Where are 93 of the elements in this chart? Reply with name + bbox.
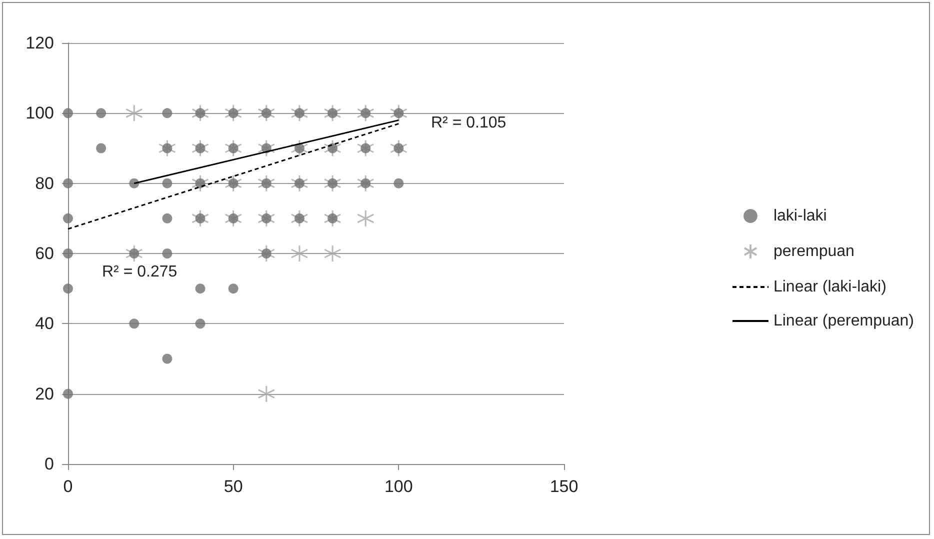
annotation: R² = 0.105	[431, 114, 506, 132]
point	[195, 284, 206, 294]
point	[195, 143, 206, 154]
point	[390, 104, 408, 122]
point	[294, 108, 304, 118]
y-tick-label: 80	[35, 174, 54, 193]
point	[228, 213, 238, 224]
point	[328, 213, 338, 224]
point	[360, 143, 371, 154]
point	[162, 108, 172, 118]
point	[96, 143, 106, 154]
point	[125, 244, 143, 262]
point	[224, 210, 242, 228]
x-tick-label: 0	[63, 477, 73, 496]
x-tick-label: 150	[550, 477, 578, 496]
point	[324, 244, 342, 262]
legend-label: perempuan	[773, 243, 854, 260]
point	[360, 178, 371, 188]
point	[63, 284, 73, 294]
point	[324, 140, 342, 157]
point	[63, 248, 73, 258]
point	[324, 104, 342, 122]
point	[261, 248, 272, 258]
point	[195, 213, 206, 224]
point	[324, 174, 342, 192]
point	[356, 210, 374, 228]
point	[228, 108, 238, 118]
point	[258, 244, 276, 262]
point	[228, 143, 238, 154]
point	[125, 104, 143, 122]
point	[258, 385, 276, 403]
point	[192, 140, 210, 157]
point	[258, 104, 276, 122]
point	[258, 140, 276, 157]
point	[324, 210, 342, 228]
point	[162, 354, 172, 364]
point	[261, 213, 272, 224]
point	[192, 104, 210, 122]
point	[294, 213, 304, 224]
point	[290, 210, 308, 228]
point	[63, 108, 73, 118]
point	[356, 174, 374, 192]
point	[195, 318, 206, 329]
point	[162, 178, 172, 188]
point	[394, 143, 404, 154]
y-tick-label: 40	[35, 314, 54, 334]
legend-label: Linear (perempuan)	[773, 312, 914, 330]
annotation: R² = 0.275	[102, 264, 178, 280]
point	[394, 108, 404, 118]
point	[258, 210, 276, 228]
point	[328, 143, 338, 154]
x-tick-label: 100	[384, 477, 413, 496]
point	[290, 140, 308, 157]
point	[162, 213, 172, 224]
x-tick-label: 50	[224, 477, 243, 496]
point	[63, 388, 73, 399]
point	[328, 178, 338, 188]
point	[63, 178, 73, 188]
point	[294, 178, 304, 188]
point	[224, 174, 242, 192]
y-tick-label: 20	[35, 384, 54, 404]
point	[192, 210, 210, 228]
point	[162, 248, 172, 258]
point	[360, 108, 371, 118]
legend-label: laki-laki	[773, 208, 827, 224]
point	[328, 108, 338, 118]
point	[129, 318, 140, 329]
y-tick-label: 0	[44, 454, 54, 474]
point	[356, 140, 374, 157]
point	[224, 104, 242, 122]
point	[390, 140, 408, 157]
point	[129, 248, 140, 258]
y-tick-label: 100	[26, 104, 54, 123]
point	[96, 108, 106, 118]
point	[228, 178, 238, 188]
point	[158, 140, 176, 157]
point	[224, 140, 242, 157]
legend-label: Linear (laki-laki)	[773, 278, 886, 296]
point	[228, 284, 238, 294]
point	[195, 108, 206, 118]
point	[290, 244, 308, 262]
point	[394, 178, 404, 188]
point	[356, 104, 374, 122]
point	[63, 213, 73, 224]
point	[290, 104, 308, 122]
point	[162, 143, 172, 154]
y-tick-label: 120	[26, 34, 54, 52]
point	[192, 174, 210, 192]
point	[261, 178, 272, 188]
point	[258, 174, 276, 192]
point	[290, 174, 308, 192]
y-tick-label: 60	[35, 244, 54, 263]
point	[261, 108, 272, 118]
